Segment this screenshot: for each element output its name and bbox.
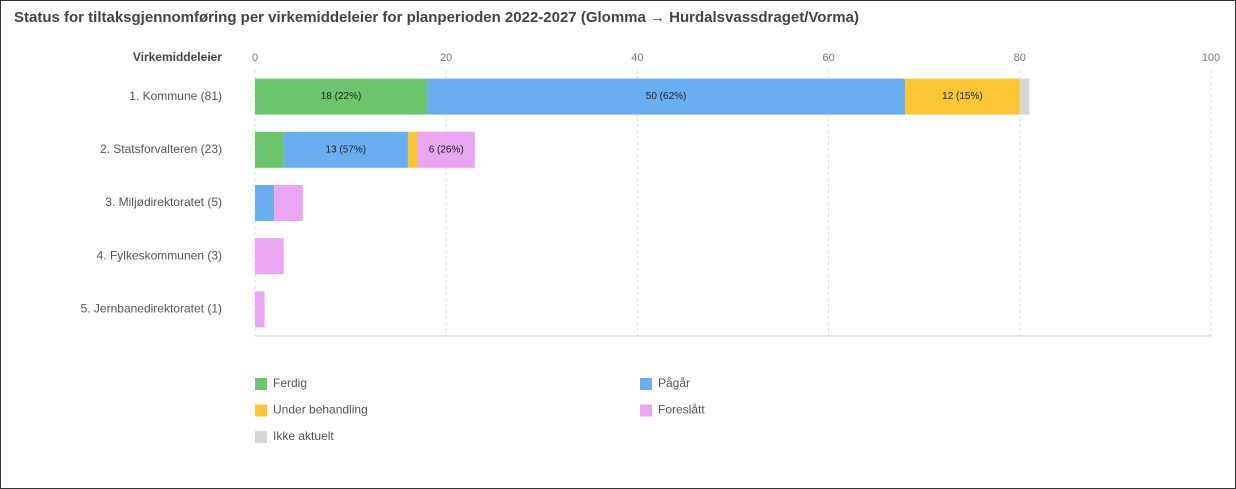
bar-segment [255,131,284,168]
x-tick-label: 60 [822,52,834,64]
bar-segment [283,131,408,168]
legend-label: Under behandling [273,403,368,417]
legend-swatch [255,404,267,417]
chart-title: Status for tiltaksgjennomføring per virk… [14,9,859,26]
bar-segment [255,291,265,328]
bar-segment [274,185,303,221]
data-label: 12 (15%) [942,91,983,102]
data-label: 18 (22%) [321,91,362,102]
bar-segment [905,78,1020,115]
bar-segment [427,78,906,115]
y-tick-label: 4. Fylkeskommunen (3) [97,248,222,262]
bar-segment [417,131,475,168]
x-tick-label: 80 [1014,52,1026,64]
data-label: 6 (26%) [429,144,464,155]
y-tick-label: 2. Statsforvalteren (23) [100,142,222,156]
x-tick-label: 20 [440,52,452,64]
y-tick-label: 1. Kommune (81) [129,89,222,103]
legend-label: Foreslått [658,403,705,417]
data-label: 13 (57%) [326,144,367,155]
x-tick-label: 40 [631,52,643,64]
x-tick-label: 100 [1202,52,1220,64]
x-tick-label: 0 [252,52,258,64]
legend-label: Ferdig [273,376,307,390]
legend-label: Ikke aktuelt [273,429,334,443]
bar-segment [255,238,284,275]
legend-swatch [255,431,267,443]
bar-segment [1019,78,1030,115]
y-tick-label: 3. Miljødirektoratet (5) [105,195,222,209]
legend-label: Pågår [658,376,690,390]
legend-swatch [255,378,267,390]
bar-segment [407,131,418,168]
legend-swatch [640,378,652,390]
data-label: 50 (62%) [646,91,687,102]
y-axis-title: Virkemiddeleier [133,50,222,64]
bar-segment [255,78,428,115]
bar-segment [255,185,275,221]
y-tick-label: 5. Jernbanedirektoratet (1) [81,302,222,316]
legend-swatch [640,404,652,417]
